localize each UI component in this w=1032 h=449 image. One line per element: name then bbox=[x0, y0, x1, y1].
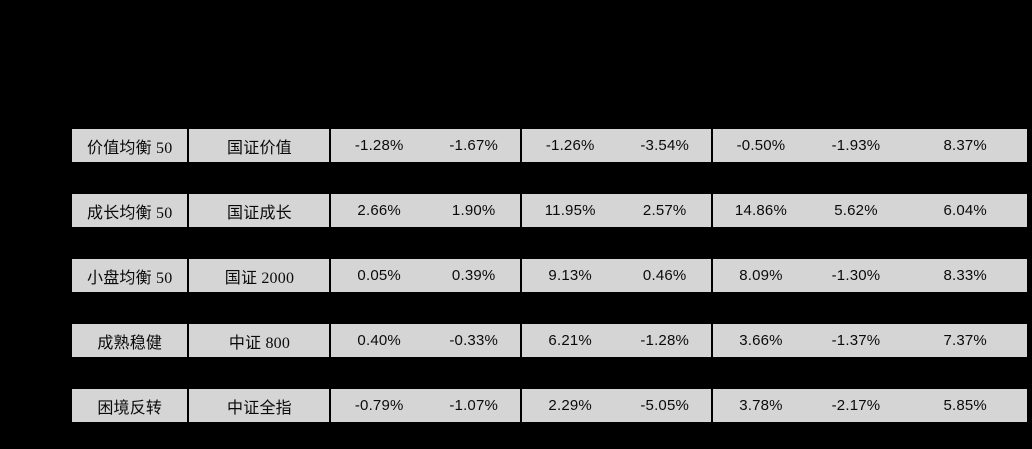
value-cell: -1.07% bbox=[427, 389, 523, 422]
value-cell: 7.37% bbox=[943, 332, 987, 349]
value-cell: -5.05% bbox=[618, 389, 714, 422]
table-row: 成熟稳健 中证 800 0.40% -0.33% 6.21% -1.28% 3.… bbox=[72, 324, 1027, 357]
table-row: 困境反转 中证全指 -0.79% -1.07% 2.29% -5.05% 3.7… bbox=[72, 389, 1027, 422]
value-cell: 0.46% bbox=[618, 259, 714, 292]
value-cell: 14.86% bbox=[734, 202, 787, 219]
value-cell: 0.40% bbox=[357, 332, 401, 349]
value-cell: 2.29% bbox=[548, 397, 592, 414]
value-cell: -1.28% bbox=[618, 324, 714, 357]
value-cell: -1.93% bbox=[831, 137, 881, 154]
value-cell: 6.21% bbox=[548, 332, 592, 349]
value-cell: -0.33% bbox=[427, 324, 523, 357]
value-cell: -2.17% bbox=[831, 397, 881, 414]
value-cell: -1.26% bbox=[545, 137, 595, 154]
value-cell: -3.54% bbox=[618, 129, 714, 162]
value-cell: 5.62% bbox=[834, 202, 878, 219]
value-cell: 2.57% bbox=[618, 194, 714, 227]
value-cell: 0.39% bbox=[427, 259, 523, 292]
value-cell: 6.04% bbox=[943, 202, 987, 219]
value-cell: 9.13% bbox=[548, 267, 592, 284]
value-cell: -1.28% bbox=[354, 137, 404, 154]
value-cell: 3.78% bbox=[739, 397, 783, 414]
value-cell: 1.90% bbox=[427, 194, 523, 227]
table-row: 小盘均衡 50 国证 2000 0.05% 0.39% 9.13% 0.46% … bbox=[72, 259, 1027, 292]
value-cell: 8.33% bbox=[943, 267, 987, 284]
value-cell: -0.50% bbox=[736, 137, 786, 154]
portfolio-name-cell: 小盘均衡 50 bbox=[72, 259, 190, 292]
value-cell: 11.95% bbox=[544, 202, 596, 219]
value-cell: 0.05% bbox=[357, 267, 401, 284]
portfolio-name-cell: 成熟稳健 bbox=[72, 324, 190, 357]
benchmark-index-cell: 国证成长 bbox=[189, 194, 332, 227]
value-cell: 5.85% bbox=[943, 397, 987, 414]
value-cell: -0.79% bbox=[354, 397, 404, 414]
value-cell: -1.30% bbox=[831, 267, 881, 284]
value-cell: 8.37% bbox=[943, 137, 987, 154]
benchmark-index-cell: 国证 2000 bbox=[189, 259, 332, 292]
benchmark-index-cell: 国证价值 bbox=[189, 129, 332, 162]
portfolio-name-cell: 价值均衡 50 bbox=[72, 129, 190, 162]
table-row: 价值均衡 50 国证价值 -1.28% -1.67% -1.26% -3.54%… bbox=[72, 129, 1027, 162]
benchmark-index-cell: 中证 800 bbox=[189, 324, 332, 357]
portfolio-name-cell: 成长均衡 50 bbox=[72, 194, 190, 227]
value-cell: 2.66% bbox=[357, 202, 401, 219]
table-row: 成长均衡 50 国证成长 2.66% 1.90% 11.95% 2.57% 14… bbox=[72, 194, 1027, 227]
value-cell: 3.66% bbox=[739, 332, 783, 349]
value-cell: 8.09% bbox=[739, 267, 783, 284]
portfolio-name-cell: 困境反转 bbox=[72, 389, 190, 422]
value-cell: -1.67% bbox=[427, 129, 523, 162]
value-cell: -1.37% bbox=[831, 332, 881, 349]
benchmark-index-cell: 中证全指 bbox=[189, 389, 332, 422]
